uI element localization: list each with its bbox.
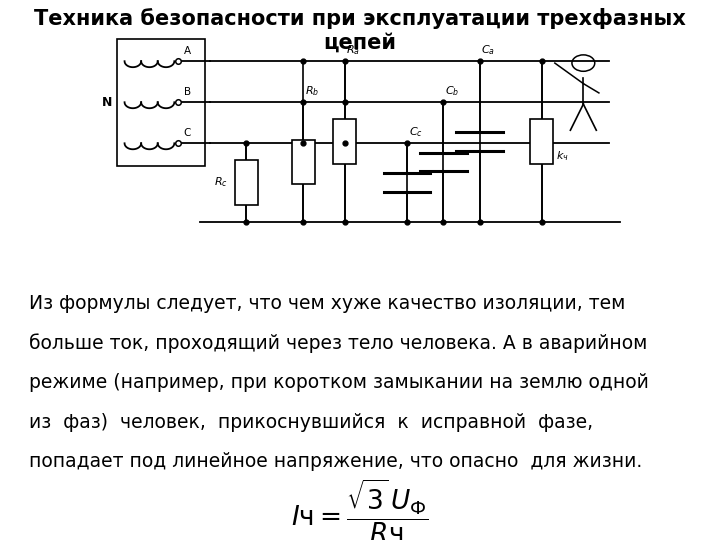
Text: из  фаз)  человек,  прикоснувшийся  к  исправной  фазе,: из фаз) человек, прикоснувшийся к исправ… — [29, 413, 593, 431]
Bar — [531, 119, 553, 164]
Text: Техника безопасности при эксплуатации трехфазных
цепей: Техника безопасности при эксплуатации тр… — [34, 8, 686, 52]
Bar — [333, 119, 356, 164]
FancyBboxPatch shape — [117, 39, 205, 166]
Bar — [235, 160, 258, 205]
Text: Из формулы следует, что чем хуже качество изоляции, тем: Из формулы следует, что чем хуже качеств… — [29, 294, 625, 313]
Text: $C_c$: $C_c$ — [409, 125, 423, 139]
Text: $C_a$: $C_a$ — [481, 43, 495, 57]
Text: N: N — [102, 96, 112, 109]
Text: больше ток, проходящий через тело человека. А в аварийном: больше ток, проходящий через тело челове… — [29, 334, 647, 353]
Text: попадает под линейное напряжение, что опасно  для жизни.: попадает под линейное напряжение, что оп… — [29, 452, 642, 471]
Text: режиме (например, при коротком замыкании на землю одной: режиме (например, при коротком замыкании… — [29, 373, 649, 392]
Text: B: B — [184, 87, 191, 97]
Text: $R_a$: $R_a$ — [346, 43, 361, 57]
Text: C: C — [184, 128, 191, 138]
Text: $R_c$: $R_c$ — [215, 176, 228, 190]
Text: $R_b$: $R_b$ — [305, 84, 319, 98]
Text: $I\mathregular{ч} = \dfrac{\sqrt{3}\,U_{\mathregular{Ф}}}{R\mathregular{ч}}$: $I\mathregular{ч} = \dfrac{\sqrt{3}\,U_{… — [292, 478, 428, 540]
Text: $C_b$: $C_b$ — [445, 84, 459, 98]
Text: $k_ч$: $k_ч$ — [557, 150, 569, 163]
Text: A: A — [184, 46, 191, 56]
Bar — [292, 139, 315, 184]
